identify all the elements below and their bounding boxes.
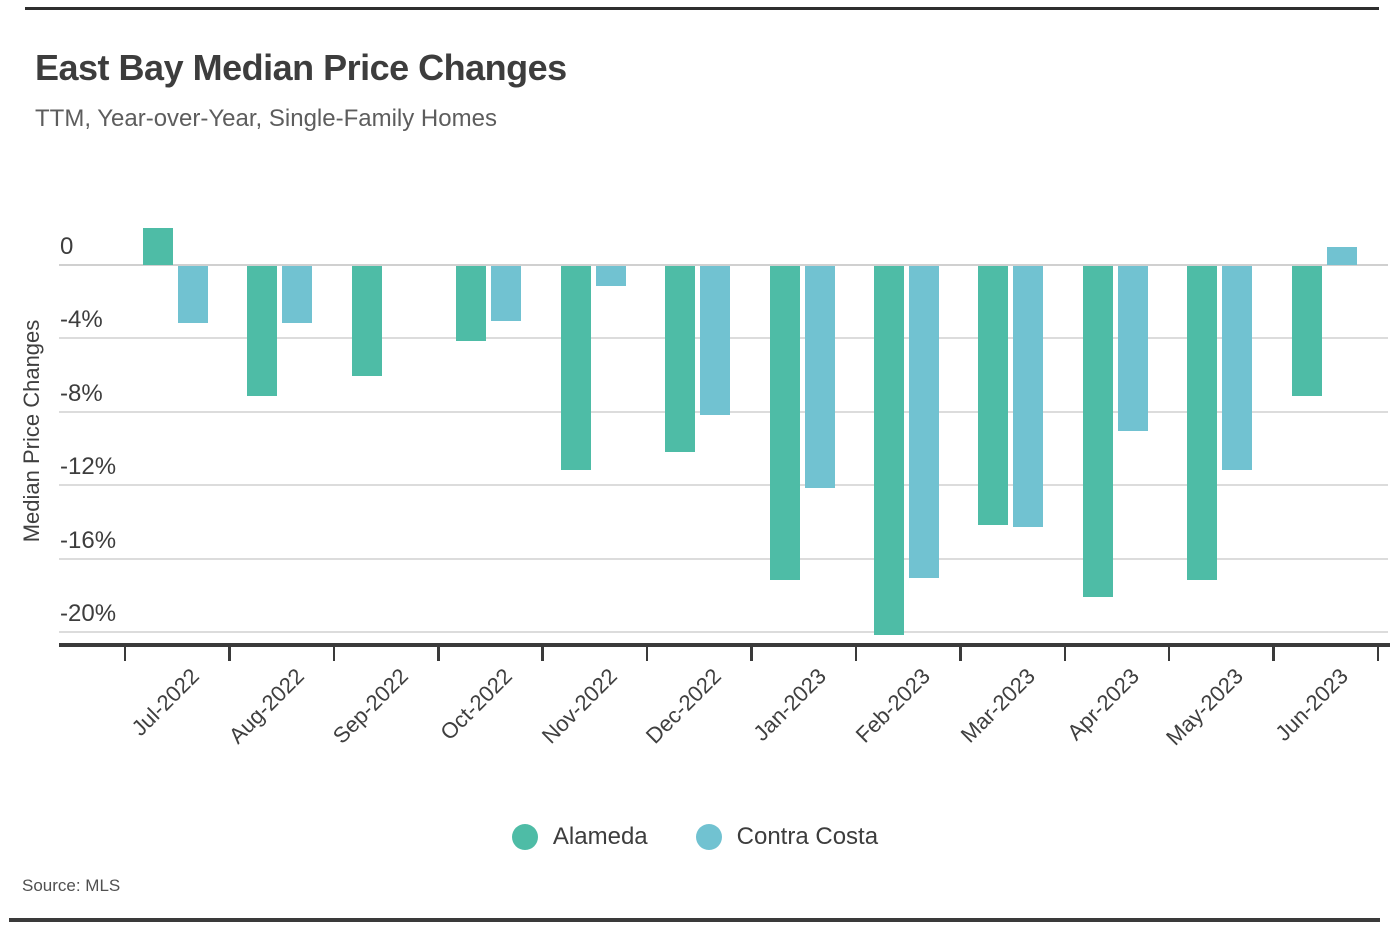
legend-label-contra-costa: Contra Costa xyxy=(736,823,879,850)
x-tick-mark xyxy=(854,645,858,661)
bar-alameda-jan-2023 xyxy=(769,266,800,581)
x-tick-mark xyxy=(959,645,962,661)
bar-alameda-oct-2022 xyxy=(456,266,487,342)
x-tick-mark xyxy=(750,645,753,661)
y-tick-label: -12% xyxy=(60,453,117,481)
legend-item-alameda: Alameda xyxy=(511,823,648,851)
bar-contra-costa-oct-2022 xyxy=(491,266,522,322)
bar-alameda-nov-2022 xyxy=(560,266,591,470)
gridline--16% xyxy=(59,557,1388,560)
x-tick-mark xyxy=(123,645,127,661)
x-tick-mark xyxy=(1376,645,1380,661)
y-tick-label: -16% xyxy=(60,526,117,554)
y-tick-label: -4% xyxy=(60,306,103,334)
x-tick-mark xyxy=(541,645,544,661)
legend-label-alameda: Alameda xyxy=(552,823,648,850)
y-tick-label: -20% xyxy=(60,600,117,628)
bar-contra-costa-nov-2022 xyxy=(595,266,626,287)
bar-contra-costa-may-2023 xyxy=(1222,266,1253,470)
x-tick-mark xyxy=(645,645,649,661)
bar-contra-costa-aug-2022 xyxy=(282,266,313,323)
legend: Alameda Contra Costa xyxy=(0,820,1390,854)
gridline--12% xyxy=(59,484,1388,487)
bar-alameda-feb-2023 xyxy=(873,266,904,636)
source-note: Source: MLS xyxy=(22,876,121,895)
y-tick-label: -8% xyxy=(60,379,103,407)
chart-subtitle: TTM, Year-over-Year, Single-Family Homes xyxy=(35,105,497,132)
bar-alameda-may-2023 xyxy=(1187,266,1218,581)
x-tick-mark xyxy=(228,645,231,661)
bar-alameda-apr-2023 xyxy=(1082,266,1113,597)
bar-alameda-dec-2022 xyxy=(665,266,696,452)
bar-contra-costa-feb-2023 xyxy=(908,266,939,579)
legend-item-contra-costa: Contra Costa xyxy=(695,823,879,851)
bar-contra-costa-jul-2022 xyxy=(178,266,208,323)
bar-alameda-jun-2023 xyxy=(1291,266,1322,397)
x-tick-mark xyxy=(1272,645,1275,661)
x-axis-line xyxy=(59,643,1390,647)
chart-title: East Bay Median Price Changes xyxy=(35,47,567,88)
x-tick-mark xyxy=(1167,645,1171,661)
bar-contra-costa-jun-2023 xyxy=(1326,246,1357,265)
top-border-line xyxy=(25,7,1379,10)
bar-contra-costa-jan-2023 xyxy=(804,266,835,489)
bar-alameda-sep-2022 xyxy=(351,266,382,377)
bar-alameda-jul-2022 xyxy=(143,228,173,265)
x-tick-mark xyxy=(332,645,336,661)
alameda-color-swatch xyxy=(511,824,538,850)
bar-contra-costa-mar-2023 xyxy=(1013,266,1044,527)
bar-alameda-mar-2023 xyxy=(978,266,1009,525)
gridline-0 xyxy=(59,264,1388,266)
contra-costa-color-swatch xyxy=(695,824,722,850)
gridline--20% xyxy=(59,631,1388,634)
y-tick-label: 0 xyxy=(60,233,74,260)
x-tick-mark xyxy=(1063,645,1066,661)
bar-alameda-aug-2022 xyxy=(247,266,278,397)
x-tick-mark xyxy=(437,645,440,661)
bar-contra-costa-apr-2023 xyxy=(1117,266,1148,432)
bottom-border-line xyxy=(9,918,1380,922)
bar-contra-costa-dec-2022 xyxy=(700,266,731,415)
